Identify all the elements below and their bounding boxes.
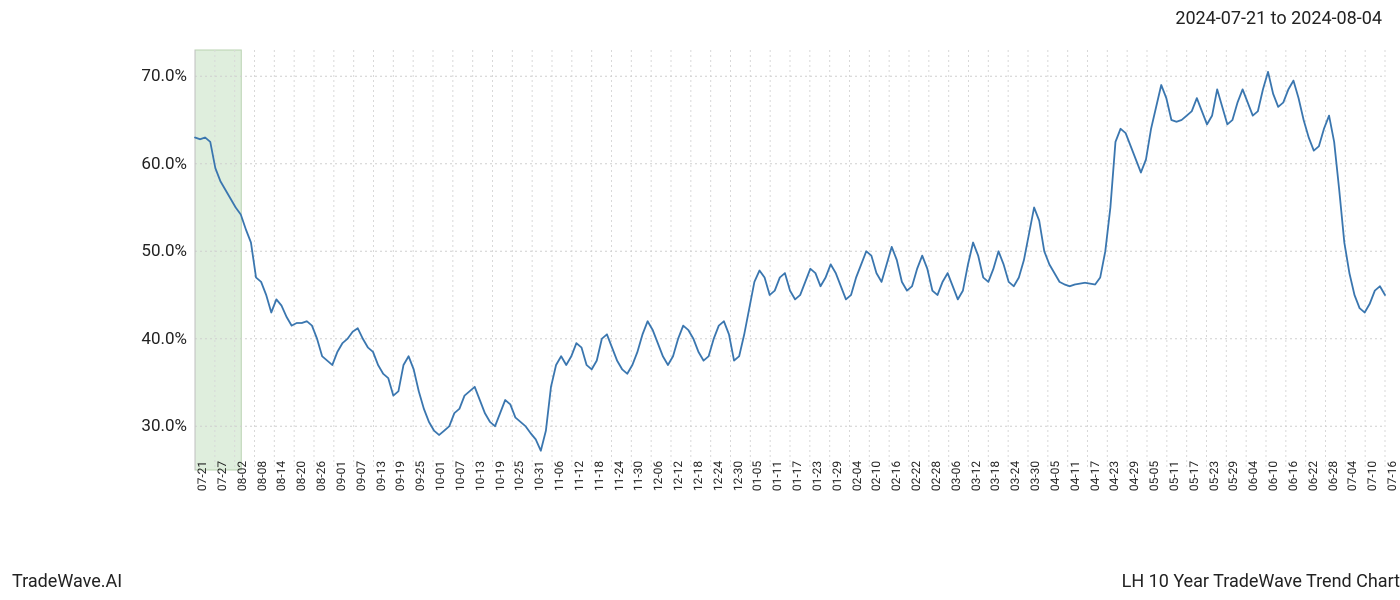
x-tick-label: 10-13 — [473, 461, 487, 491]
x-tick-label: 12-24 — [711, 461, 725, 491]
x-tick-label: 10-25 — [512, 461, 526, 491]
x-tick-label: 04-17 — [1088, 461, 1102, 491]
x-tick-label: 06-22 — [1306, 461, 1320, 491]
x-tick-label: 12-18 — [691, 461, 705, 491]
x-tick-label: 08-14 — [274, 461, 288, 491]
x-tick-label: 06-04 — [1246, 461, 1260, 491]
x-tick-label: 03-06 — [949, 461, 963, 491]
x-tick-label: 09-13 — [374, 461, 388, 491]
x-tick-label: 11-24 — [612, 461, 626, 491]
x-tick-label: 03-24 — [1008, 461, 1022, 491]
x-tick-label: 05-29 — [1226, 461, 1240, 491]
x-tick-label: 01-17 — [790, 461, 804, 491]
x-tick-label: 08-20 — [294, 461, 308, 491]
x-tick-label: 02-04 — [850, 461, 864, 491]
x-tick-label: 07-04 — [1345, 461, 1359, 491]
x-tick-label: 08-02 — [235, 461, 249, 491]
x-tick-label: 09-01 — [334, 461, 348, 491]
x-tick-label: 06-10 — [1266, 461, 1280, 491]
x-tick-label: 05-23 — [1207, 461, 1221, 491]
x-tick-label: 09-25 — [413, 461, 427, 491]
y-tick-label: 60.0% — [141, 154, 187, 174]
x-tick-label: 02-28 — [929, 461, 943, 491]
brand-label: TradeWave.AI — [12, 571, 122, 592]
x-tick-label: 08-26 — [314, 461, 328, 491]
x-tick-label: 11-30 — [631, 461, 645, 491]
x-tick-label: 11-12 — [572, 461, 586, 491]
x-tick-label: 02-10 — [869, 461, 883, 491]
x-tick-label: 12-12 — [671, 461, 685, 491]
x-tick-label: 03-18 — [988, 461, 1002, 491]
x-tick-label: 08-08 — [255, 461, 269, 491]
y-tick-label: 70.0% — [141, 66, 187, 86]
x-tick-label: 02-22 — [909, 461, 923, 491]
y-tick-label: 50.0% — [141, 241, 187, 261]
x-tick-label: 04-05 — [1048, 461, 1062, 491]
x-tick-label: 10-07 — [453, 461, 467, 491]
x-tick-label: 10-01 — [433, 461, 447, 491]
x-tick-label: 11-18 — [592, 461, 606, 491]
x-tick-label: 04-23 — [1107, 461, 1121, 491]
x-tick-label: 01-29 — [830, 461, 844, 491]
x-tick-label: 07-27 — [215, 461, 229, 491]
chart-title: LH 10 Year TradeWave Trend Chart — [1122, 571, 1400, 592]
x-tick-label: 11-06 — [552, 461, 566, 491]
x-tick-label: 12-06 — [651, 461, 665, 491]
x-tick-label: 02-16 — [889, 461, 903, 491]
x-tick-label: 05-17 — [1187, 461, 1201, 491]
x-tick-label: 10-31 — [532, 461, 546, 491]
trend-chart: 30.0% 40.0% 50.0% 60.0% 70.0% 07-21 07-27 08-02… — [0, 40, 1400, 520]
plot-overlay: 30.0%40.0%50.0%60.0%70.0%07-2107-2708-02… — [195, 50, 1385, 470]
x-tick-label: 07-10 — [1365, 461, 1379, 491]
date-range-label: 2024-07-21 to 2024-08-04 — [1175, 8, 1382, 29]
x-tick-label: 01-05 — [750, 461, 764, 491]
x-tick-label: 05-11 — [1167, 461, 1181, 491]
x-tick-label: 06-28 — [1326, 461, 1340, 491]
x-tick-label: 10-19 — [493, 461, 507, 491]
y-tick-label: 30.0% — [141, 416, 187, 436]
x-tick-label: 01-23 — [810, 461, 824, 491]
x-tick-label: 07-16 — [1385, 461, 1399, 491]
x-tick-label: 03-12 — [969, 461, 983, 491]
x-tick-label: 06-16 — [1286, 461, 1300, 491]
x-tick-label: 01-11 — [770, 461, 784, 491]
x-tick-label: 07-21 — [195, 461, 209, 491]
x-tick-label: 05-05 — [1147, 461, 1161, 491]
y-tick-label: 40.0% — [141, 329, 187, 349]
x-tick-label: 09-07 — [354, 461, 368, 491]
x-tick-label: 12-30 — [731, 461, 745, 491]
x-tick-label: 03-30 — [1028, 461, 1042, 491]
x-tick-label: 09-19 — [393, 461, 407, 491]
x-tick-label: 04-29 — [1127, 461, 1141, 491]
x-tick-label: 04-11 — [1068, 461, 1082, 491]
